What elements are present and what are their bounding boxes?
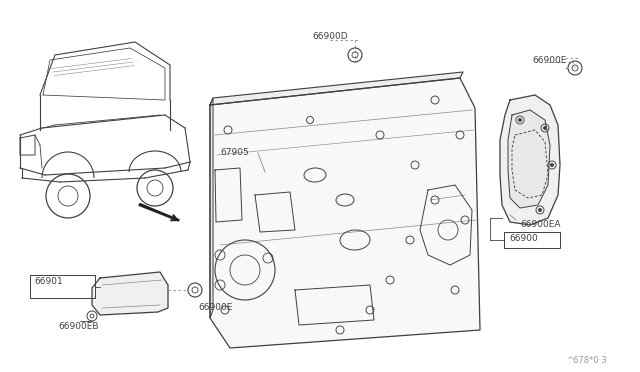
Text: 66900E: 66900E (198, 303, 232, 312)
Text: 66901: 66901 (34, 277, 63, 286)
Text: 66900D: 66900D (312, 32, 348, 41)
Polygon shape (210, 78, 480, 348)
Text: 66900E: 66900E (532, 56, 566, 65)
Polygon shape (500, 95, 560, 225)
Circle shape (550, 164, 554, 167)
Polygon shape (508, 110, 550, 208)
Polygon shape (92, 272, 168, 315)
Text: ^678*0·3: ^678*0·3 (566, 356, 607, 365)
Text: 66900EB: 66900EB (58, 322, 99, 331)
Text: 66900EA: 66900EA (520, 220, 561, 229)
Circle shape (518, 119, 522, 122)
Text: 67905: 67905 (220, 148, 249, 157)
Polygon shape (210, 72, 463, 105)
Circle shape (543, 126, 547, 129)
Circle shape (538, 208, 541, 212)
Text: 66900: 66900 (509, 234, 538, 243)
Polygon shape (210, 98, 213, 318)
